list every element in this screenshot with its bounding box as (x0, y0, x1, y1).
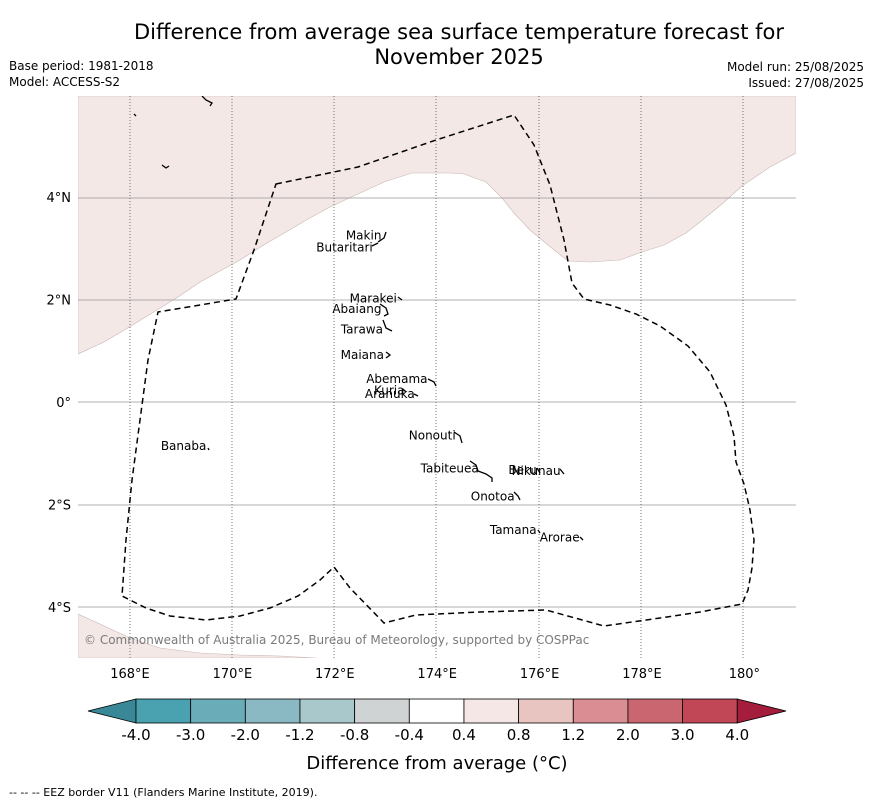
eez-border (121, 114, 755, 627)
colorbar-tick-label: 1.2 (561, 726, 585, 744)
issued-date: Issued: 27/08/2025 (748, 76, 864, 90)
lat-tick-label: 2°N (47, 294, 72, 309)
colorbar-segment (572, 698, 629, 724)
lon-tick-label: 168°E (110, 667, 150, 682)
abemama-outline (427, 378, 437, 387)
island-label-arorae: Arorae (540, 531, 580, 545)
island-label-beru: Beru (508, 463, 536, 477)
island-label-tarawa: Tarawa (340, 322, 383, 336)
island-label-onotoa: Onotoa (471, 490, 515, 504)
colorbar (87, 698, 787, 724)
lon-tick-label: 180° (729, 667, 760, 682)
title-line-2: November 2025 (374, 45, 544, 69)
lon-tick-label: 178°E (622, 667, 662, 682)
colorbar-tick-label: 4.0 (725, 726, 749, 744)
latitude-labels: 4°N 2°N 0° 2°S 4°S (47, 191, 72, 616)
islet-outline-1 (133, 113, 137, 117)
abaiang-outline (379, 303, 389, 317)
colorbar-segment (354, 698, 410, 724)
colorbar-segment (627, 698, 684, 724)
nikunau-outline (559, 468, 565, 475)
colorbar-tick-label: 0.4 (452, 726, 476, 744)
island-label-nonouti: Nonouti (409, 428, 456, 442)
island-label-aranuka: Aranuka (365, 387, 415, 401)
colorbar-segment (518, 698, 574, 724)
lon-tick-label: 174°E (417, 667, 457, 682)
island-label-marakei: Marakei (350, 292, 397, 306)
colorbar-tick-label: -0.4 (395, 726, 424, 744)
colorbar-segment (135, 698, 192, 724)
island-label-nikunau: Nikunau (512, 464, 561, 478)
island-outlines (133, 96, 584, 541)
island-label-makin: Makin (346, 229, 382, 243)
colorbar-segment (244, 698, 301, 724)
model-info: Base period: 1981-2018 Model: ACCESS-S2 (9, 58, 154, 90)
lat-tick-label: 4°N (47, 191, 72, 206)
tabiteuea-outline (469, 460, 493, 482)
lon-tick-label: 176°E (520, 667, 560, 682)
warm-anomaly-region-north (78, 96, 796, 355)
butaritari-outline (371, 242, 379, 247)
island-label-kuria: Kuria (374, 384, 405, 398)
eez-footnote: -- -- -- EEZ border V11 (Flanders Marine… (9, 786, 318, 799)
colorbar-title: Difference from average (°C) (306, 753, 567, 774)
kuria-outline (402, 388, 407, 393)
colorbar-tick-label: 3.0 (671, 726, 695, 744)
colorbar-tick-labels: -4.0 -3.0 -2.0 -1.2 -0.8 -0.4 0.4 0.8 1.2 2.0 3.0 4… (121, 726, 749, 744)
lon-tick-label: 172°E (315, 667, 355, 682)
makin-outline (377, 231, 387, 243)
model-name: Model: ACCESS-S2 (9, 75, 121, 89)
tarawa-outline (382, 319, 393, 332)
lat-tick-label: 4°S (48, 601, 71, 616)
model-run: Model run: 25/08/2025 (726, 60, 864, 74)
islet-outline-3 (201, 96, 213, 107)
banaba-outline (207, 447, 210, 451)
maiana-outline (385, 351, 392, 359)
island-label-butaritari: Butaritari (316, 240, 373, 254)
colorbar-segment (463, 698, 520, 724)
lat-tick-label: 0° (56, 396, 71, 411)
longitude-labels: 168°E 170°E 172°E 174°E 176°E 178°E 180° (110, 667, 760, 682)
arorae-outline (579, 536, 584, 541)
tamana-outline (537, 529, 541, 534)
colorbar-tick-label: -2.0 (231, 726, 260, 744)
lon-tick-label: 170°E (213, 667, 253, 682)
island-label-abaiang: Abaiang (332, 302, 381, 316)
island-label-abemama: Abemama (366, 372, 427, 386)
base-period: Base period: 1981-2018 (9, 59, 154, 73)
onotoa-outline (513, 491, 521, 501)
island-label-tabiteuea: Tabiteuea (420, 462, 479, 476)
nonouti-outline (453, 431, 463, 444)
island-label-maiana: Maiana (341, 348, 384, 362)
run-info: Model run: 25/08/2025 Issued: 27/08/2025 (727, 59, 864, 91)
colorbar-tick-label: -1.2 (285, 726, 314, 744)
colorbar-tick-label: -4.0 (121, 726, 150, 744)
colorbar-tick-label: 2.0 (616, 726, 640, 744)
copyright-notice: © Commonwealth of Australia 2025, Bureau… (84, 633, 589, 647)
colorbar-segment (299, 698, 356, 724)
warm-anomaly-region-south (78, 613, 317, 658)
beru-outline (536, 467, 541, 474)
colorbar-tick-label: 0.8 (507, 726, 531, 744)
title-line-1: Difference from average sea surface temp… (134, 20, 784, 44)
colorbar-segment (682, 698, 738, 724)
colorbar-extend-low (87, 698, 137, 724)
colorbar-segment (408, 698, 465, 724)
latitude-grid (78, 197, 796, 608)
aranuka-outline (413, 393, 419, 397)
colorbar-tick-label: -0.8 (340, 726, 369, 744)
colorbar-segment (190, 698, 246, 724)
island-label-banaba: Banaba (161, 439, 207, 453)
map-title: Difference from average sea surface temp… (100, 20, 818, 70)
colorbar-extend-high (736, 698, 787, 724)
marakei-outline (397, 296, 403, 301)
island-label-tamana: Tamana (489, 523, 537, 537)
islet-outline-2 (161, 164, 170, 169)
colorbar-tick-label: -3.0 (176, 726, 205, 744)
longitude-grid (129, 96, 744, 658)
lat-tick-label: 2°S (48, 498, 71, 513)
